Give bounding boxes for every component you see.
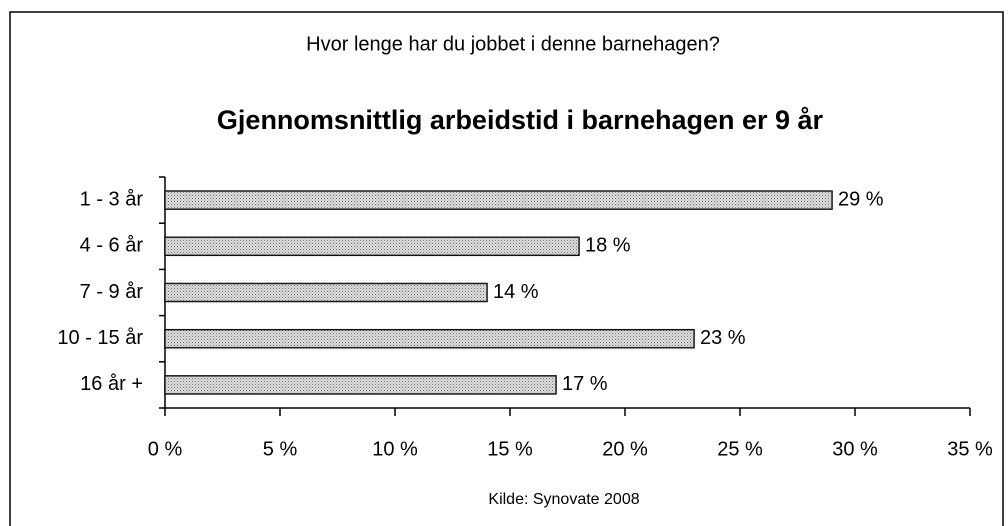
source: Kilde: Synovate 2008 [488,491,639,508]
x-tick-label: 30 % [832,438,878,460]
data-label: 14 % [493,281,539,303]
y-tick-label: 1 - 3 år [80,188,144,210]
bar-tint [165,283,487,302]
x-tick-label: 20 % [602,438,648,460]
bar-tint [165,375,556,394]
bar [164,190,833,210]
x-tick-label: 10 % [372,438,418,460]
chart-title: Gjennomsnittlig arbeidstid i barnehagen … [217,105,824,135]
data-label: 18 % [585,235,631,257]
x-tick-label: 15 % [487,438,533,460]
frame [9,11,1004,526]
x-tick-label: 35 % [947,438,993,460]
y-tick-label: 4 - 6 år [80,235,144,257]
y-tick-label: 10 - 15 år [57,327,143,349]
x-tick-label: 0 % [148,438,183,460]
bar [164,328,695,349]
x-tick-label: 25 % [717,438,763,460]
x-tick-label: 5 % [263,438,298,460]
data-label: 17 % [562,373,608,395]
bar [164,375,557,395]
data-label: 23 % [700,327,746,349]
bar-tint [165,329,694,348]
chart-subtitle: Hvor lenge har du jobbet i denne barneha… [306,33,720,55]
bar-tint [165,191,832,210]
bar [164,282,488,303]
bar-tint [165,237,579,256]
bar [164,236,580,257]
y-tick-label: 7 - 9 år [80,281,144,303]
y-tick-label: 16 år + [80,373,143,395]
data-label: 29 % [838,188,884,210]
